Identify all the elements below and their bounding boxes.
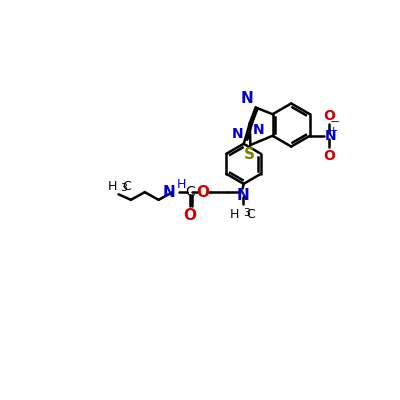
- Text: N: N: [324, 129, 336, 143]
- Text: O: O: [196, 185, 209, 200]
- Text: 3: 3: [243, 208, 250, 218]
- Text: N: N: [240, 90, 253, 106]
- Text: H: H: [230, 208, 240, 221]
- Text: C: C: [185, 185, 194, 199]
- Text: N: N: [162, 185, 175, 200]
- Text: −: −: [329, 116, 340, 129]
- Text: O: O: [183, 208, 196, 224]
- Text: C: C: [246, 208, 254, 221]
- Text: C: C: [122, 180, 131, 193]
- Text: 3: 3: [120, 183, 127, 193]
- Text: N: N: [232, 127, 244, 141]
- Text: H: H: [108, 180, 117, 193]
- Text: O: O: [323, 149, 335, 163]
- Text: +: +: [328, 126, 338, 136]
- Text: O: O: [323, 109, 335, 123]
- Text: H: H: [177, 178, 186, 191]
- Text: N: N: [253, 122, 264, 136]
- Text: N: N: [236, 188, 249, 202]
- Text: S: S: [244, 148, 255, 162]
